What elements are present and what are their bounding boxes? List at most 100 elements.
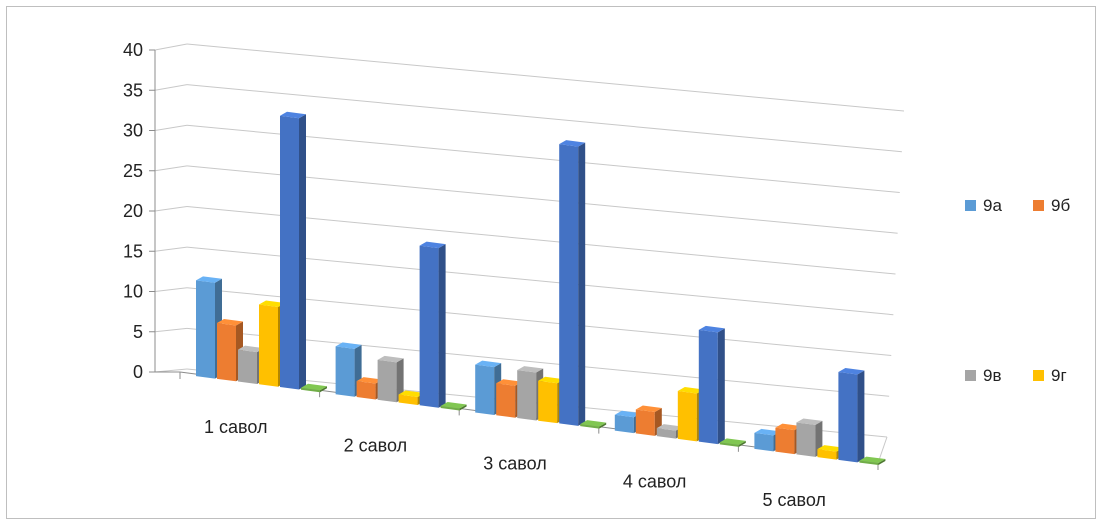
bar-front [356, 381, 376, 400]
bar-front [635, 409, 655, 436]
bar [838, 368, 865, 463]
bar-top [496, 379, 523, 386]
bar-front [280, 115, 299, 390]
bar-top [719, 438, 746, 445]
bar-top [419, 241, 446, 249]
bar-top [559, 140, 586, 147]
legend-item: 9а [965, 196, 1002, 215]
x-tick-label: 1 савол [204, 417, 268, 437]
legend-swatch [965, 370, 976, 381]
bar-top [196, 276, 222, 283]
bar [280, 111, 306, 390]
bar [859, 456, 886, 466]
bar-top [440, 401, 467, 409]
legend-item: 9в [965, 366, 1002, 385]
chart-frame [6, 6, 1096, 519]
bar-side [857, 370, 865, 463]
bar-front [377, 359, 397, 403]
gridline-40 [186, 43, 905, 112]
bar-front [259, 304, 278, 387]
gridline-side-10 [154, 287, 188, 292]
bar-top [635, 405, 662, 412]
bar-front [614, 414, 634, 434]
x-tick-label: 5 савол [762, 490, 826, 510]
bar-front [475, 364, 495, 415]
gridline-side-35 [154, 84, 188, 91]
bar [335, 342, 362, 397]
y-tick-label: 15 [123, 241, 143, 261]
bar-front [559, 144, 579, 426]
bar [580, 420, 607, 429]
y-axis-ticks: 0 5 10 15 20 25 30 35 40 [123, 40, 143, 382]
legend-label: 9б [1051, 196, 1070, 215]
legend: 9а 9б 9в 9г [965, 196, 1070, 385]
y-tick-label: 40 [123, 40, 143, 60]
bar-front [196, 280, 215, 379]
bar-top [280, 111, 306, 119]
bar-top [614, 410, 641, 418]
bar-top [377, 355, 404, 363]
bar [559, 140, 586, 426]
bar-front [517, 370, 537, 421]
bar-side [878, 459, 886, 466]
bar-front [754, 432, 774, 452]
gridline-side-20 [154, 206, 188, 212]
bar [419, 241, 446, 408]
bar-front [677, 391, 697, 442]
bar-front [817, 449, 837, 460]
bar-side [396, 358, 404, 403]
legend-item: 9б [1033, 196, 1070, 215]
bar-side [599, 422, 607, 429]
bar-top [301, 383, 327, 391]
bar [719, 438, 746, 447]
bar [440, 401, 467, 411]
bar [698, 325, 725, 445]
bar-top [259, 300, 285, 307]
bar-side [320, 386, 327, 393]
legend-swatch [1033, 370, 1044, 381]
bar-top [217, 318, 243, 326]
bar-top [698, 325, 725, 333]
bar-front [301, 387, 320, 393]
bar-side [578, 142, 586, 426]
gridline-side-5 [154, 327, 188, 333]
bar-front [859, 460, 879, 466]
bar-top [754, 428, 781, 436]
bar-top [475, 360, 502, 368]
bar-front [775, 427, 795, 455]
bar-front [217, 322, 236, 382]
bar-front [719, 442, 739, 447]
legend-item: 9г [1033, 366, 1067, 385]
bar-front [440, 405, 460, 411]
bar-top [238, 345, 264, 353]
bar-side [717, 328, 725, 445]
bar-top [796, 418, 823, 425]
y-tick-label: 25 [123, 161, 143, 181]
bar-top [859, 456, 886, 464]
bar-front [580, 424, 600, 429]
x-tick-label: 2 савол [344, 435, 408, 455]
bar-top [838, 368, 865, 375]
bar-top [517, 366, 544, 373]
bar-top [398, 390, 425, 397]
legend-label: 9в [983, 366, 1002, 385]
bar [301, 383, 327, 393]
bar-front [335, 346, 355, 397]
bar-side [299, 114, 306, 390]
y-tick-label: 0 [133, 362, 143, 382]
gridline-side-40 [154, 43, 188, 51]
bar-side [438, 244, 446, 408]
y-tick-label: 20 [123, 201, 143, 221]
bar-top [817, 445, 844, 452]
y-tick-label: 30 [123, 121, 143, 141]
bar-front [398, 394, 418, 405]
gridline-side-15 [154, 246, 188, 252]
x-axis-labels: 1 савол 2 савол 3 савол 4 савол 5 савол [204, 417, 826, 510]
bar-top [538, 376, 565, 384]
bar-top [356, 377, 383, 384]
bar-top [580, 420, 607, 427]
bar-top [335, 342, 362, 349]
legend-swatch [1033, 200, 1044, 211]
bar-front [238, 349, 257, 385]
